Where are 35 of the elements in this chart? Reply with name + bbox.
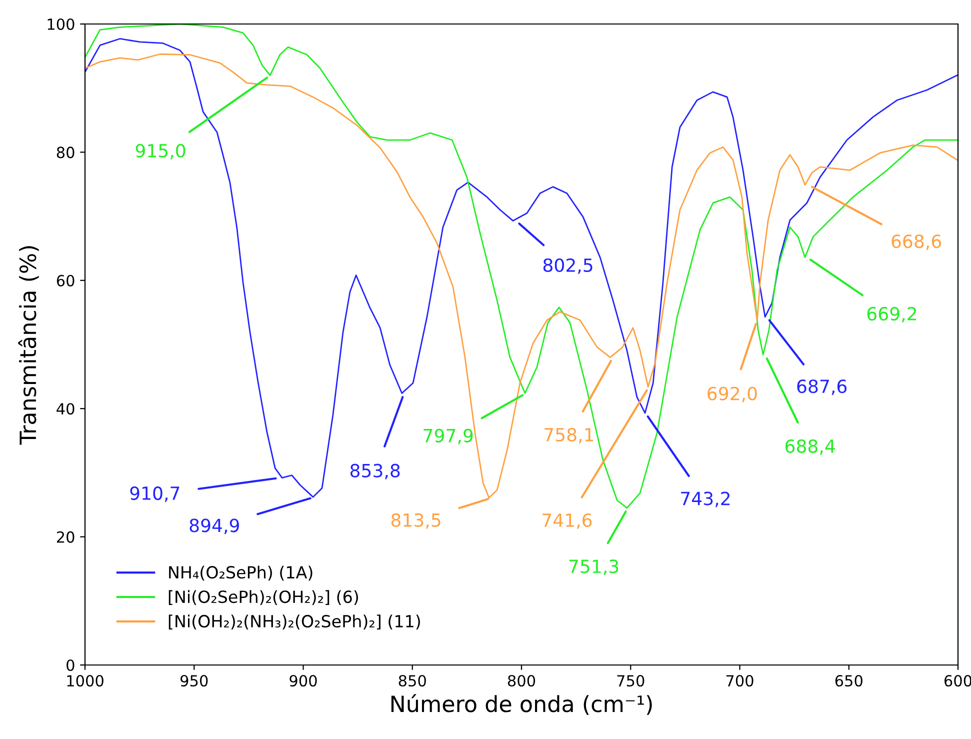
annotation: 743,2 [681, 492, 730, 508]
annotation: 688,4 [785, 439, 835, 455]
annotation: 853,8 [350, 464, 400, 480]
x-tick-label: 750 [617, 674, 644, 687]
y-tick-label: 40 [56, 403, 74, 415]
y-tick-label: 60 [56, 274, 74, 286]
x-tick-label: 800 [508, 674, 536, 687]
annotation: 758,1 [544, 428, 594, 444]
legend-label: NH₄(O₂SePh) (1A) [169, 566, 312, 581]
legend-label: [Ni(O₂SePh)₂(OH₂)₂] (6) [168, 590, 358, 606]
x-tick-label: 900 [290, 674, 317, 687]
annotation: 687,6 [797, 380, 847, 396]
legend-label: [Ni(OH₂)₂(NH₃)₂(O₂SePh)₂] (11) [168, 614, 420, 630]
x-tick-label: 1000 [67, 674, 104, 687]
y-tick-label: 20 [56, 531, 74, 543]
annotation: 802,5 [543, 258, 592, 274]
annotation: 894,9 [190, 518, 239, 534]
annotation: 692,0 [708, 386, 757, 402]
annotation: 669,2 [867, 306, 916, 322]
x-tick-label: 950 [180, 674, 208, 687]
x-tick-label: 700 [726, 674, 754, 687]
y-tick-label: 80 [56, 146, 74, 158]
annotation: 915,0 [136, 144, 186, 160]
x-axis-title: Número de onda (cm⁻¹) [391, 694, 652, 715]
y-tick-label: 0 [66, 659, 74, 672]
y-tick-label: 100 [48, 18, 74, 30]
annotation: 797,9 [424, 428, 473, 444]
annotation: 668,6 [892, 234, 941, 250]
annotation: 751,3 [569, 560, 618, 576]
annotation: 910,7 [130, 486, 180, 502]
x-tick-label: 850 [398, 674, 426, 687]
annotation: 813,5 [391, 513, 440, 529]
annotation: 741,6 [542, 513, 592, 529]
y-axis-title: Transmitância (%) [18, 246, 39, 445]
x-tick-label: 650 [835, 674, 862, 687]
